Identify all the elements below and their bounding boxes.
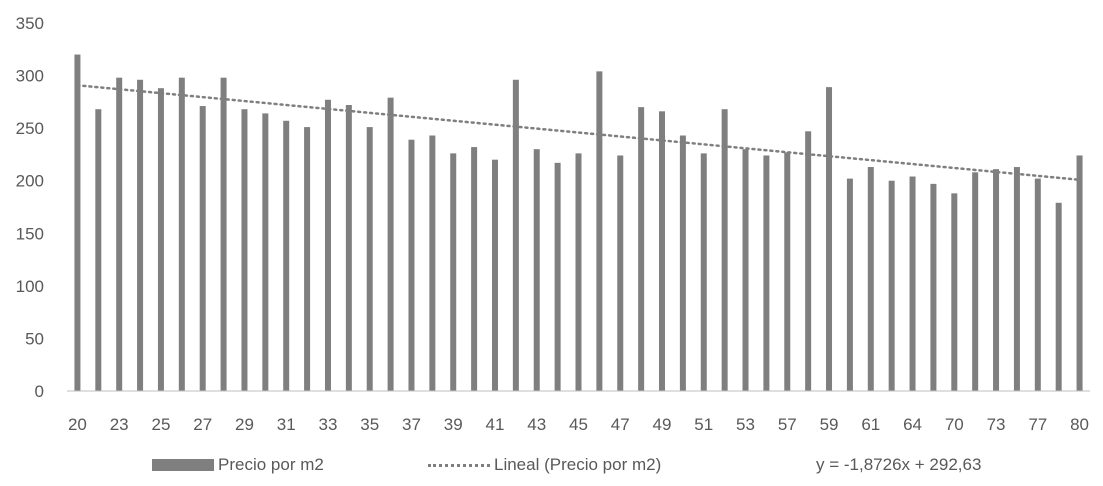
bar: [283, 120, 290, 391]
bar: [721, 109, 728, 392]
x-tick-label: 59: [820, 415, 839, 434]
bar: [679, 135, 686, 391]
x-tick-label: 49: [653, 415, 672, 434]
bar: [1076, 155, 1083, 391]
y-tick-label: 300: [16, 67, 44, 86]
y-tick-label: 350: [16, 14, 44, 33]
legend: Precio por m2 Lineal (Precio por m2) y =…: [0, 449, 1103, 481]
bar: [199, 106, 206, 391]
bar: [95, 109, 102, 392]
bar: [888, 180, 895, 391]
bar: [471, 147, 478, 391]
bar: [387, 97, 394, 391]
bar: [262, 113, 269, 392]
x-tick-label: 77: [1028, 415, 1047, 434]
bar: [137, 79, 144, 391]
bar: [596, 71, 603, 391]
x-tick-label: 70: [945, 415, 964, 434]
bar: [763, 155, 770, 391]
y-tick-label: 0: [35, 382, 44, 401]
x-tick-label: 23: [110, 415, 129, 434]
bar: [429, 135, 436, 391]
y-tick-label: 200: [16, 172, 44, 191]
bar: [972, 172, 979, 391]
bar: [867, 167, 874, 391]
x-tick-label: 35: [360, 415, 379, 434]
trendline: [76, 84, 1081, 182]
x-tick-label: 41: [486, 415, 505, 434]
y-tick-label: 150: [16, 224, 44, 243]
bar: [345, 105, 352, 392]
x-tick-label: 47: [611, 415, 630, 434]
bar: [909, 176, 916, 391]
bar: [1034, 178, 1041, 391]
x-tick-label: 61: [861, 415, 880, 434]
legend-item-bars: Precio por m2: [152, 449, 324, 481]
bar: [178, 77, 185, 391]
bar: [512, 79, 519, 391]
bar: [930, 183, 937, 391]
x-tick-label: 80: [1070, 415, 1089, 434]
x-tick-label: 45: [569, 415, 588, 434]
bar: [554, 162, 561, 391]
y-tick-label: 100: [16, 277, 44, 296]
x-tick-label: 73: [987, 415, 1006, 434]
legend-label-bars: Precio por m2: [218, 455, 324, 474]
trendline-equation: y = -1,8726x + 292,63: [816, 449, 981, 481]
x-tick-label: 25: [151, 415, 170, 434]
bar: [846, 178, 853, 391]
bar: [491, 159, 498, 391]
bar: [700, 153, 707, 391]
bar-chart: 0 50 100 150 200 250 300 350 20 23 25 27 29 31 33 35 37 3…: [16, 14, 1090, 434]
x-tick-label: 51: [694, 415, 713, 434]
bar: [993, 169, 1000, 391]
bar: [157, 88, 164, 391]
bar: [951, 193, 958, 391]
legend-dotted-line-icon: [428, 463, 490, 467]
trendline-equation-text: y = -1,8726x + 292,63: [816, 455, 982, 474]
x-tick-label: 43: [527, 415, 546, 434]
y-tick-label: 250: [16, 119, 44, 138]
bar: [575, 153, 582, 391]
legend-item-trendline: Lineal (Precio por m2): [428, 449, 661, 481]
bar: [450, 153, 457, 391]
x-tick-label: 31: [277, 415, 296, 434]
x-tick-label: 53: [736, 415, 755, 434]
x-tick-label: 57: [778, 415, 797, 434]
legend-bar-swatch-icon: [152, 459, 214, 471]
bar: [784, 152, 791, 391]
legend-label-trendline: Lineal (Precio por m2): [494, 455, 662, 474]
bar: [116, 77, 123, 391]
bar: [533, 149, 540, 391]
bar: [74, 54, 81, 392]
y-tick-label: 50: [25, 329, 44, 348]
bar: [304, 127, 311, 391]
bar: [659, 111, 666, 391]
x-tick-label: 29: [235, 415, 254, 434]
x-tick-label: 39: [444, 415, 463, 434]
bar: [241, 109, 248, 392]
bar: [408, 139, 415, 391]
bar: [1055, 202, 1062, 391]
x-tick-label: 27: [193, 415, 212, 434]
bar: [805, 131, 812, 391]
x-tick-label: 33: [319, 415, 338, 434]
bar: [1013, 167, 1020, 391]
bar: [324, 99, 331, 392]
x-tick-label: 37: [402, 415, 421, 434]
x-tick-label: 20: [68, 415, 87, 434]
bar: [617, 155, 624, 391]
bar: [638, 107, 645, 391]
bar: [742, 149, 749, 391]
bar: [366, 127, 373, 391]
x-tick-label: 64: [903, 415, 922, 434]
bar: [826, 87, 833, 391]
bar: [220, 77, 227, 391]
